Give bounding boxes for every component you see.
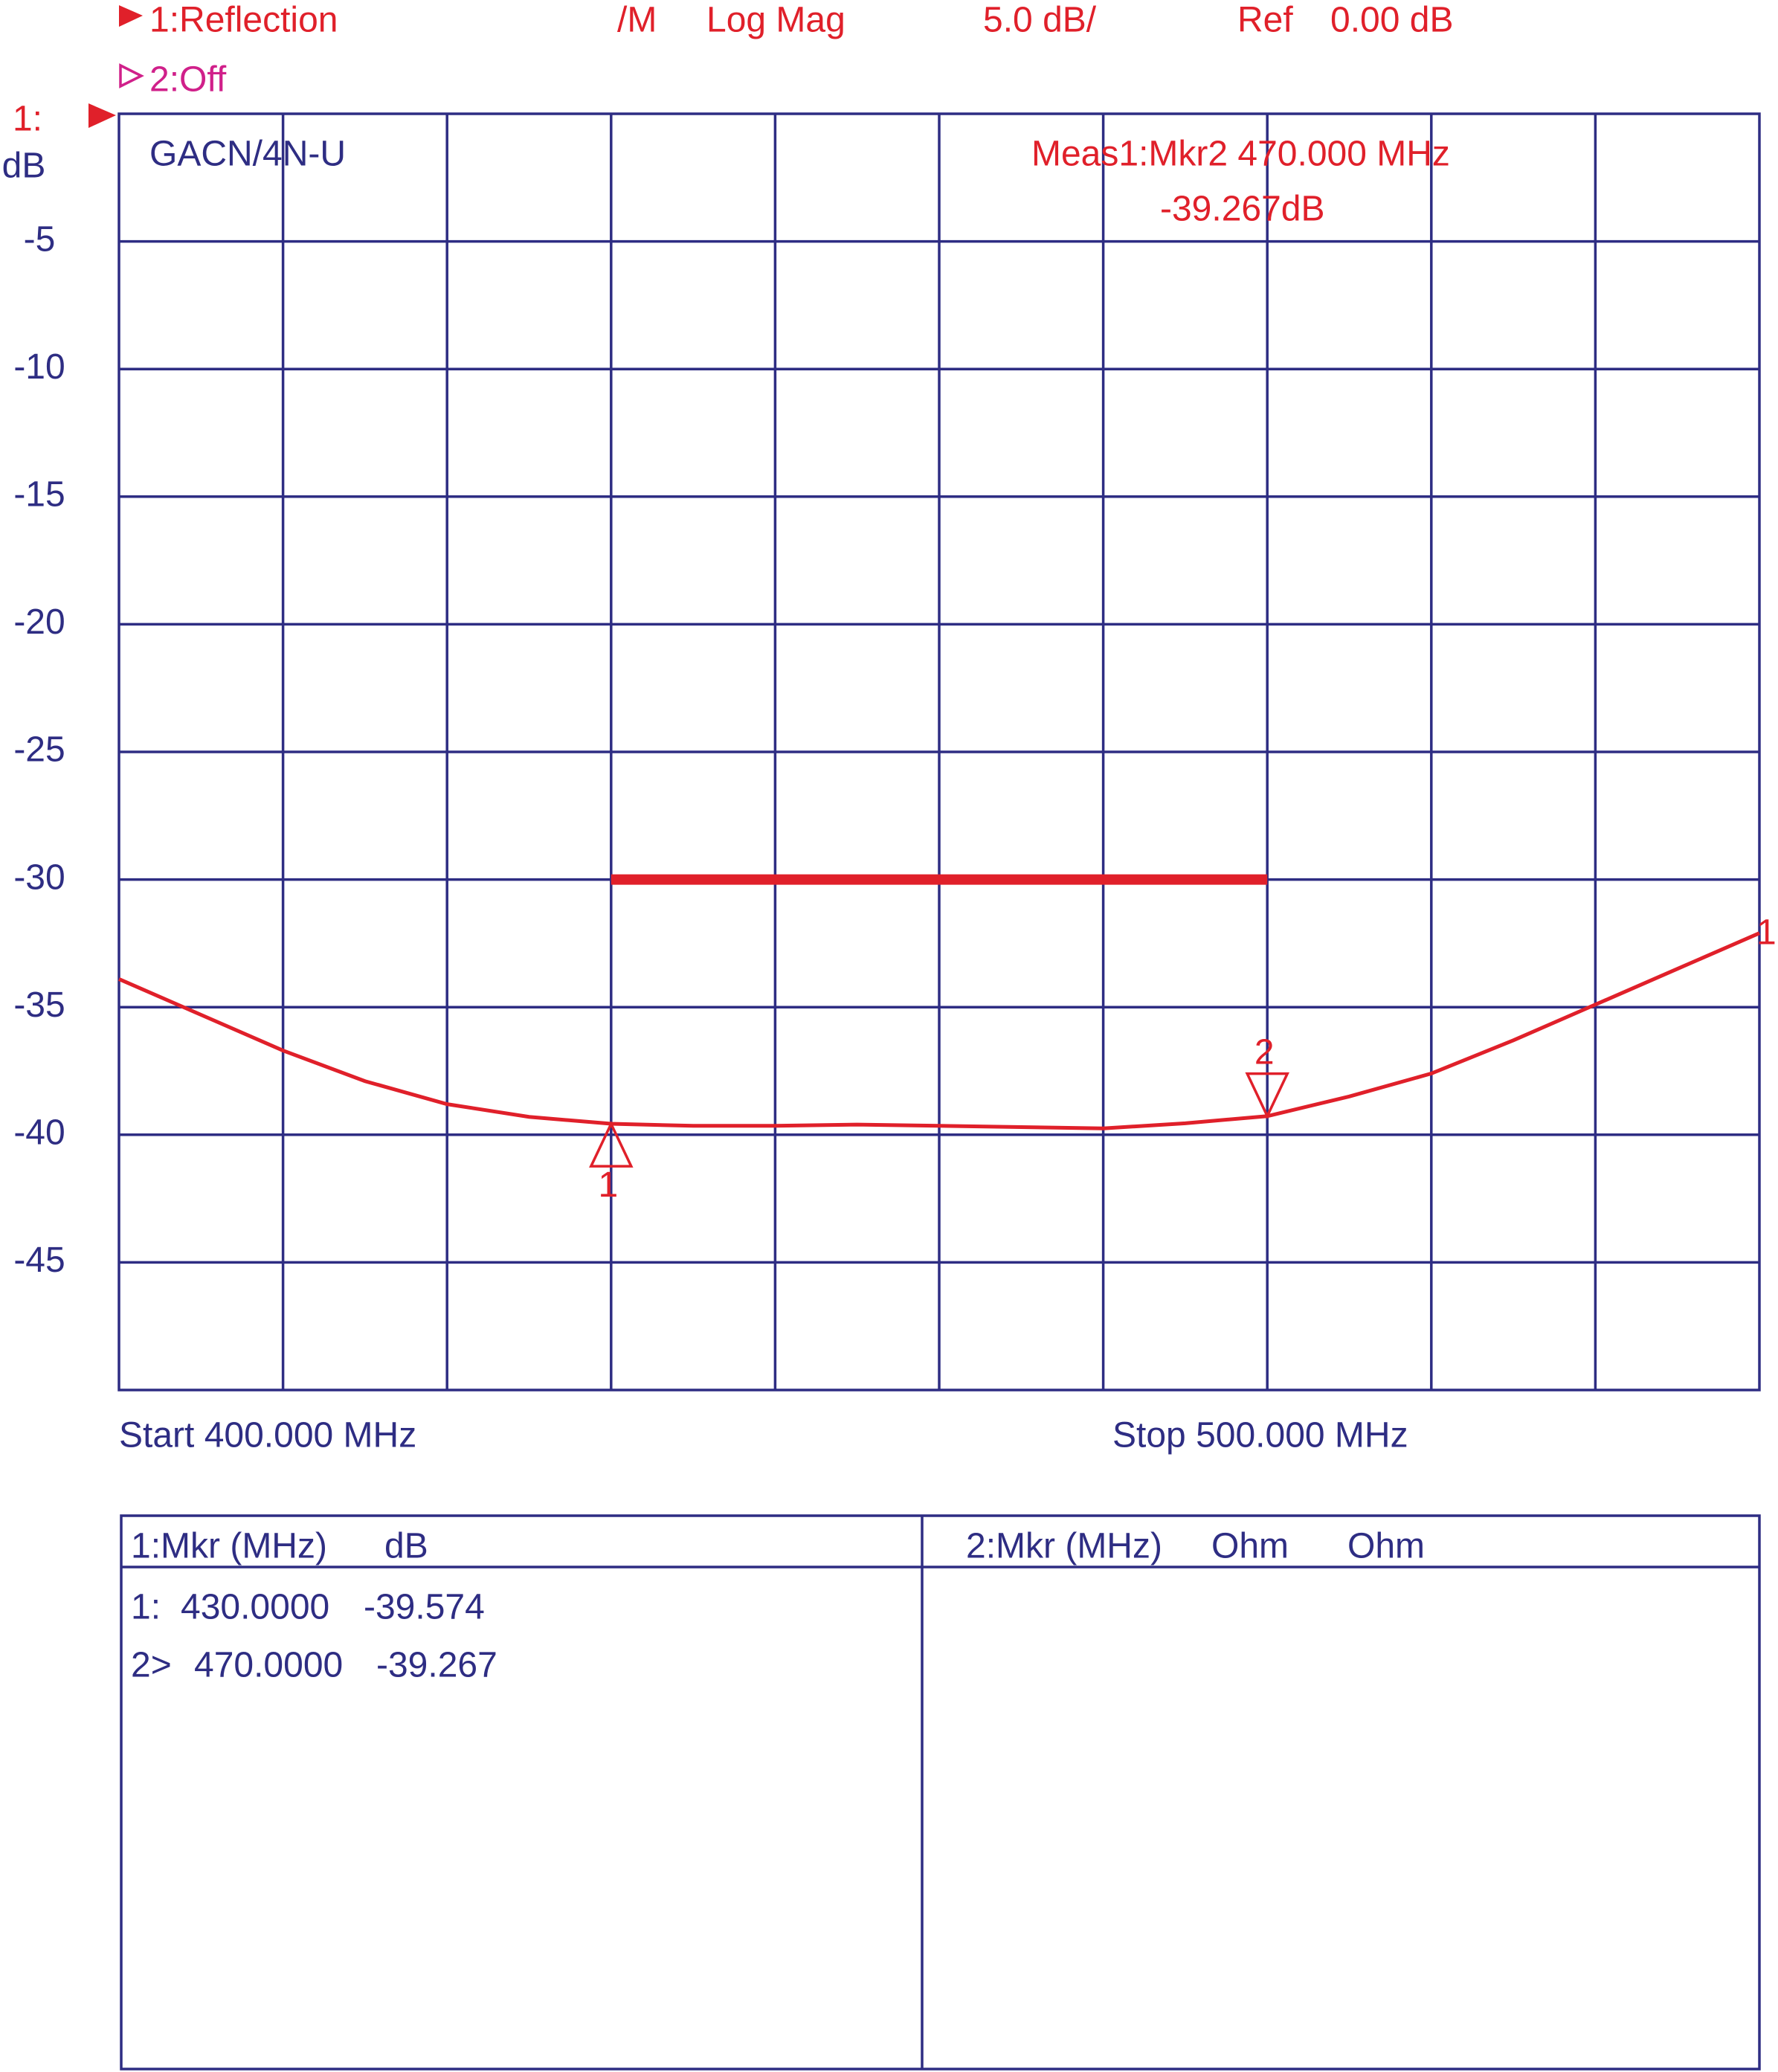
table-cell: 470.0000 — [194, 1646, 343, 1685]
table-header: 1:Mkr (MHz) — [131, 1527, 327, 1566]
stop-label: Stop 500.000 MHz — [1112, 1416, 1408, 1455]
channel1-indicator — [119, 5, 143, 27]
trace — [118, 931, 1760, 1130]
marker-label: 1 — [598, 1165, 618, 1205]
marker — [1245, 1072, 1289, 1119]
channel2-indicator — [119, 63, 144, 89]
y-tick-label: -5 — [24, 219, 56, 259]
table-header: 2:Mkr (MHz) — [966, 1527, 1162, 1566]
marker — [589, 1121, 634, 1168]
y-tick-label: -40 — [13, 1113, 65, 1152]
table-cell: -39.267 — [376, 1646, 497, 1685]
table-header: Ohm — [1211, 1527, 1289, 1566]
y-axis-unit: dB — [2, 147, 46, 186]
ref-value: 0.00 dB — [1330, 1, 1453, 40]
y-tick-label: -20 — [13, 602, 65, 642]
y-tick-label: -45 — [13, 1241, 65, 1280]
table-cell: 430.0000 — [181, 1588, 329, 1627]
y-tick-label: -35 — [13, 985, 65, 1025]
table-cell: 2> — [131, 1646, 172, 1685]
channel-label: 1: — [13, 100, 42, 139]
table-cell: 1: — [131, 1588, 161, 1627]
measurement-line1: Meas1:Mkr2 470.000 MHz — [1031, 135, 1450, 174]
marker-label: 2 — [1254, 1032, 1275, 1072]
ref-indicator — [88, 103, 116, 128]
table-header: Ohm — [1347, 1527, 1425, 1566]
marker-table — [120, 1514, 1761, 2071]
trace-title: GACN/4N-U — [149, 135, 346, 174]
scale: 5.0 dB/ — [983, 1, 1097, 40]
trace-label: 1 — [1756, 913, 1777, 952]
table-header: dB — [384, 1527, 428, 1566]
start-label: Start 400.000 MHz — [119, 1416, 416, 1455]
y-tick-label: -25 — [13, 730, 65, 770]
measurement-line2: -39.267dB — [1160, 190, 1325, 229]
channel2-label: 2:Off — [149, 60, 227, 100]
channel1-label: 1:Reflection — [149, 1, 338, 40]
format-mode: /M — [617, 1, 657, 40]
format: Log Mag — [706, 1, 845, 40]
y-tick-label: -10 — [13, 347, 65, 387]
ref-label: Ref — [1237, 1, 1293, 40]
table-cell: -39.574 — [364, 1588, 485, 1627]
y-tick-label: -15 — [13, 474, 65, 514]
y-tick-label: -30 — [13, 858, 65, 897]
